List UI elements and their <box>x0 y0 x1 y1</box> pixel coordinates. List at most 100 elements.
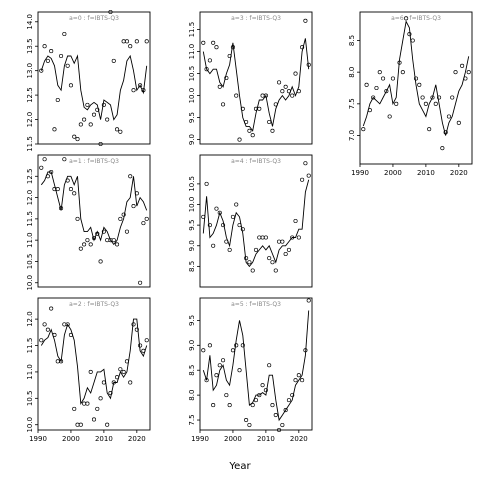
observed-point <box>201 348 206 353</box>
y-tick-label: 11.0 <box>188 44 196 60</box>
fitted-line <box>40 171 148 246</box>
observed-point <box>250 403 255 408</box>
observed-point <box>257 393 262 398</box>
observed-point <box>82 117 87 122</box>
observed-point <box>234 202 239 207</box>
y-tick-label: 13.5 <box>26 38 34 54</box>
y-tick-label: 10.5 <box>188 176 196 192</box>
observed-point <box>42 157 47 162</box>
panel-frame <box>199 154 313 288</box>
observed-point <box>270 403 275 408</box>
observed-point <box>118 129 123 134</box>
observed-point <box>91 112 97 117</box>
observed-point <box>101 380 106 385</box>
panel-4: a=4 : f=IBTS-Q3 8.5 9.0 9.5 10.0 10.5 <box>188 154 313 288</box>
observed-point <box>121 212 126 217</box>
observed-point <box>95 107 100 112</box>
x-tick-label: 2000 <box>224 435 242 443</box>
observed-point <box>68 332 73 338</box>
observed-point <box>277 80 282 85</box>
observed-point <box>91 417 97 422</box>
observed-point <box>207 58 212 63</box>
observed-point <box>59 206 64 211</box>
observed-point <box>62 322 67 327</box>
y-tick-label: 13.0 <box>26 63 34 79</box>
observed-point <box>273 268 278 273</box>
y-tick-label: 11.5 <box>188 22 196 38</box>
y-tick-label: 9.5 <box>188 220 196 231</box>
observed-point <box>124 359 129 364</box>
observed-point <box>394 101 399 106</box>
observed-point <box>108 9 113 15</box>
observed-point <box>144 216 149 221</box>
observed-point <box>42 322 47 327</box>
observed-point <box>257 235 262 240</box>
observed-point <box>290 393 295 398</box>
observed-point <box>443 130 448 135</box>
x-tick-label: 2010 <box>95 435 113 443</box>
observed-point <box>72 406 77 411</box>
observed-point <box>257 106 262 111</box>
observed-point <box>134 39 139 44</box>
panel-title: a=2 : f=IBTS-Q3 <box>69 301 119 308</box>
observed-point <box>75 422 80 427</box>
observed-point <box>293 71 298 76</box>
observed-point <box>224 75 229 81</box>
observed-point <box>138 280 143 285</box>
observed-point <box>118 216 123 221</box>
observed-point <box>433 101 438 106</box>
observed-point <box>211 403 216 408</box>
observed-point <box>240 106 245 111</box>
observed-point <box>201 214 206 219</box>
panel-frame <box>199 297 313 431</box>
observed-point <box>217 210 222 215</box>
observed-point <box>95 406 100 411</box>
observed-point <box>85 238 90 243</box>
observed-point <box>88 242 93 247</box>
observed-point <box>227 247 232 252</box>
observed-point <box>230 214 235 219</box>
observed-point <box>95 231 100 236</box>
y-tick-label: 11.5 <box>26 211 34 227</box>
observed-point <box>227 53 232 59</box>
observed-point <box>82 401 87 406</box>
observed-point <box>456 120 461 125</box>
observed-point <box>423 101 428 106</box>
observed-point <box>293 378 298 383</box>
panel-frame <box>37 154 151 288</box>
observed-point <box>230 348 235 353</box>
y-tick-label: 11.5 <box>26 136 34 152</box>
observed-point <box>260 383 265 388</box>
observed-point <box>277 239 282 244</box>
observed-point <box>42 44 47 49</box>
observed-point <box>45 327 50 332</box>
x-tick-label: 2020 <box>128 435 146 443</box>
observed-point <box>286 89 291 94</box>
observed-point <box>78 246 83 251</box>
panel-3: a=3 : f=IBTS-Q3 9.0 9.5 10.0 10.5 11.0 11.5 <box>188 11 313 145</box>
y-tick-label: 10.5 <box>26 391 34 407</box>
observed-point <box>263 93 268 98</box>
observed-point <box>430 95 435 100</box>
observed-point <box>267 119 272 125</box>
observed-point <box>55 359 60 364</box>
observed-point <box>221 223 226 228</box>
observed-point <box>115 242 120 247</box>
observed-point <box>214 373 219 378</box>
observed-point <box>141 221 146 226</box>
observed-point <box>234 343 239 348</box>
observed-point <box>65 178 70 183</box>
observed-point <box>296 235 301 240</box>
observed-point <box>144 338 149 343</box>
observed-point <box>88 369 93 374</box>
observed-point <box>263 388 268 393</box>
y-tick-label: 12.0 <box>26 190 34 206</box>
observed-point <box>45 58 50 63</box>
observed-point <box>290 93 295 98</box>
observed-point <box>138 343 143 348</box>
y-tick-label: 12.5 <box>26 87 34 103</box>
observed-point <box>410 38 415 43</box>
observed-point <box>420 95 425 100</box>
observed-point <box>141 88 146 93</box>
